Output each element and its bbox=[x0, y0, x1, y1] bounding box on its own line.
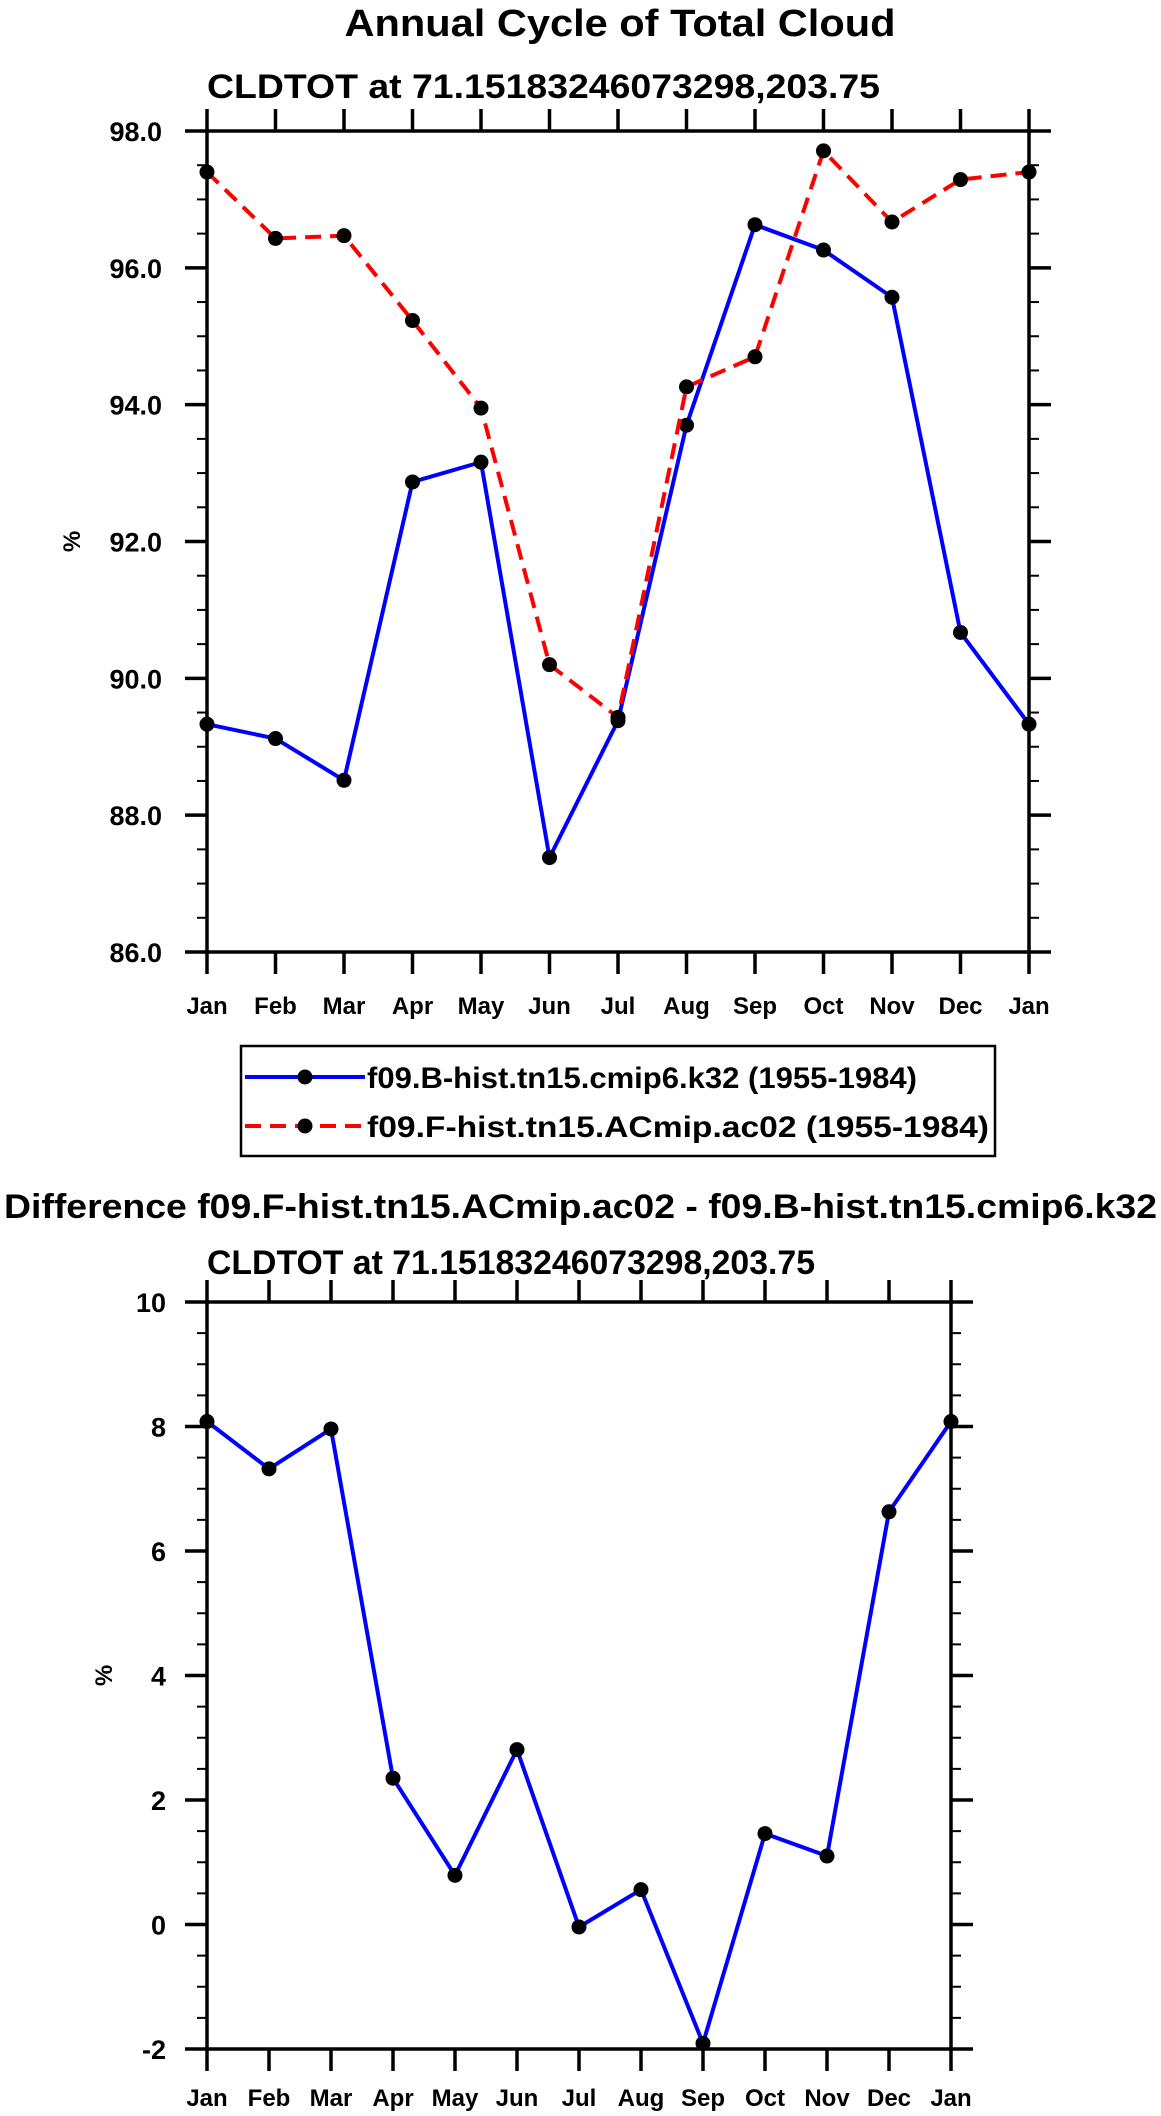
diff-chart-subtitle: CLDTOT at 71.15183246073298,203.75 bbox=[207, 1244, 815, 1282]
x-tick-label: Jan bbox=[186, 2085, 227, 2112]
data-point-marker bbox=[679, 379, 694, 395]
data-point-marker bbox=[336, 228, 352, 244]
data-point-marker bbox=[633, 1882, 649, 1898]
x-tick-label: Nov bbox=[869, 993, 915, 1020]
data-point-marker bbox=[757, 1826, 773, 1842]
data-point-marker bbox=[473, 454, 489, 470]
y-tick-label: 98.0 bbox=[109, 117, 162, 147]
data-point-marker bbox=[542, 657, 557, 673]
data-point-marker bbox=[816, 242, 831, 258]
data-point-marker bbox=[1021, 716, 1037, 732]
data-point-marker bbox=[747, 217, 763, 233]
data-point-marker bbox=[509, 1742, 525, 1758]
data-point-marker bbox=[268, 731, 283, 747]
diff-chart-title: Difference f09.F-hist.tn15.ACmip.ac02 - … bbox=[4, 1188, 1157, 1226]
data-point-marker bbox=[323, 1421, 339, 1437]
plot-frame bbox=[205, 129, 1031, 954]
y-tick-label: 10 bbox=[136, 1288, 166, 1318]
difference-plot: -2 0 2 4 6 8 10 Jan Feb Mar Apr May Jun Jul Aug Sep Oct N… bbox=[91, 1280, 973, 2112]
data-point-marker bbox=[695, 2035, 711, 2051]
x-tick-label: Oct bbox=[803, 993, 843, 1020]
data-point-marker bbox=[199, 716, 215, 732]
x-tick-label: May bbox=[432, 2085, 479, 2112]
x-tick-label: Dec bbox=[867, 2085, 911, 2112]
x-tick-label: Jul bbox=[562, 2085, 597, 2112]
data-point-marker bbox=[816, 143, 831, 159]
y-tick-label: 4 bbox=[151, 1662, 166, 1692]
x-tick-label: Apr bbox=[372, 2085, 413, 2112]
x-tick-label: Mar bbox=[310, 2085, 353, 2112]
y-tick-label: 90.0 bbox=[109, 664, 162, 694]
data-point-marker bbox=[953, 172, 968, 188]
y-tick-label: -2 bbox=[142, 2035, 166, 2065]
data-point-marker bbox=[747, 349, 763, 365]
x-tick-label: Oct bbox=[745, 2085, 785, 2112]
x-tick-label: Sep bbox=[681, 2085, 725, 2112]
series-line-0 bbox=[206, 222, 1031, 860]
data-point-marker bbox=[542, 850, 557, 866]
data-point-marker bbox=[199, 164, 215, 180]
x-tick-label: Aug bbox=[618, 2085, 665, 2112]
chart-title: Annual Cycle of Total Cloud bbox=[345, 3, 896, 45]
y-axis-label: % bbox=[91, 1665, 118, 1686]
y-tick-label: 86.0 bbox=[109, 938, 162, 968]
data-point-marker bbox=[405, 313, 420, 329]
chart-subtitle: CLDTOT at 71.15183246073298,203.75 bbox=[207, 68, 880, 106]
data-point-marker bbox=[610, 709, 626, 725]
legend-label: f09.F-hist.tn15.ACmip.ac02 (1955-1984) bbox=[367, 1111, 989, 1144]
series-line-1 bbox=[205, 148, 1030, 720]
x-tick-label: Jan bbox=[930, 2085, 971, 2112]
data-point-marker bbox=[953, 624, 968, 640]
x-tick-label: Feb bbox=[254, 993, 297, 1020]
y-tick-label: 2 bbox=[151, 1786, 166, 1816]
legend-label: f09.B-hist.tn15.cmip6.k32 (1955-1984) bbox=[367, 1062, 917, 1095]
plot-frame bbox=[205, 1300, 953, 2051]
x-tick-label: Feb bbox=[248, 2085, 291, 2112]
x-tick-label: Jun bbox=[528, 993, 571, 1020]
x-tick-label: Nov bbox=[804, 2085, 850, 2112]
y-tick-label: 0 bbox=[151, 1911, 166, 1941]
x-tick-label: Sep bbox=[733, 993, 777, 1020]
y-tick-label: 6 bbox=[151, 1537, 166, 1567]
data-point-marker bbox=[881, 1504, 897, 1520]
legend: f09.B-hist.tn15.cmip6.k32 (1955-1984) f09… bbox=[239, 1044, 997, 1158]
y-axis-label: % bbox=[59, 531, 86, 552]
data-point-marker bbox=[473, 400, 489, 416]
series-line-0 bbox=[205, 1419, 953, 2046]
x-tick-label: Aug bbox=[663, 993, 710, 1020]
data-point-marker bbox=[679, 417, 694, 433]
annual-cycle-plot: 86.0 88.0 90.0 92.0 94.0 96.0 98.0 Jan Feb Mar Apr… bbox=[59, 109, 1051, 1020]
data-point-marker bbox=[336, 772, 352, 788]
x-tick-label: Jan bbox=[1008, 993, 1049, 1020]
x-tick-label: Mar bbox=[323, 993, 366, 1020]
data-point-marker bbox=[884, 214, 900, 230]
legend-marker bbox=[297, 1118, 313, 1134]
x-tick-label: May bbox=[458, 993, 505, 1020]
x-tick-label: Jun bbox=[496, 2085, 539, 2112]
legend-box bbox=[239, 1044, 997, 1158]
data-point-marker bbox=[819, 1848, 835, 1864]
x-tick-label: Apr bbox=[392, 993, 433, 1020]
y-tick-label: 88.0 bbox=[109, 801, 162, 831]
y-tick-label: 8 bbox=[151, 1413, 166, 1443]
data-point-marker bbox=[571, 1919, 587, 1935]
y-tick-label: 92.0 bbox=[109, 528, 162, 558]
data-point-marker bbox=[884, 289, 900, 305]
data-point-marker bbox=[199, 1414, 215, 1430]
data-point-marker bbox=[385, 1770, 401, 1786]
y-tick-label: 96.0 bbox=[109, 254, 162, 284]
data-point-marker bbox=[261, 1461, 277, 1477]
data-point-marker bbox=[405, 474, 420, 490]
data-point-marker bbox=[943, 1414, 959, 1430]
y-tick-label: 94.0 bbox=[109, 391, 162, 421]
legend-marker bbox=[297, 1069, 313, 1085]
data-point-marker bbox=[268, 230, 283, 246]
data-point-marker bbox=[447, 1867, 463, 1883]
x-tick-label: Jul bbox=[601, 993, 636, 1020]
x-tick-label: Dec bbox=[938, 993, 982, 1020]
x-tick-label: Jan bbox=[186, 993, 227, 1020]
data-point-marker bbox=[1021, 164, 1037, 180]
